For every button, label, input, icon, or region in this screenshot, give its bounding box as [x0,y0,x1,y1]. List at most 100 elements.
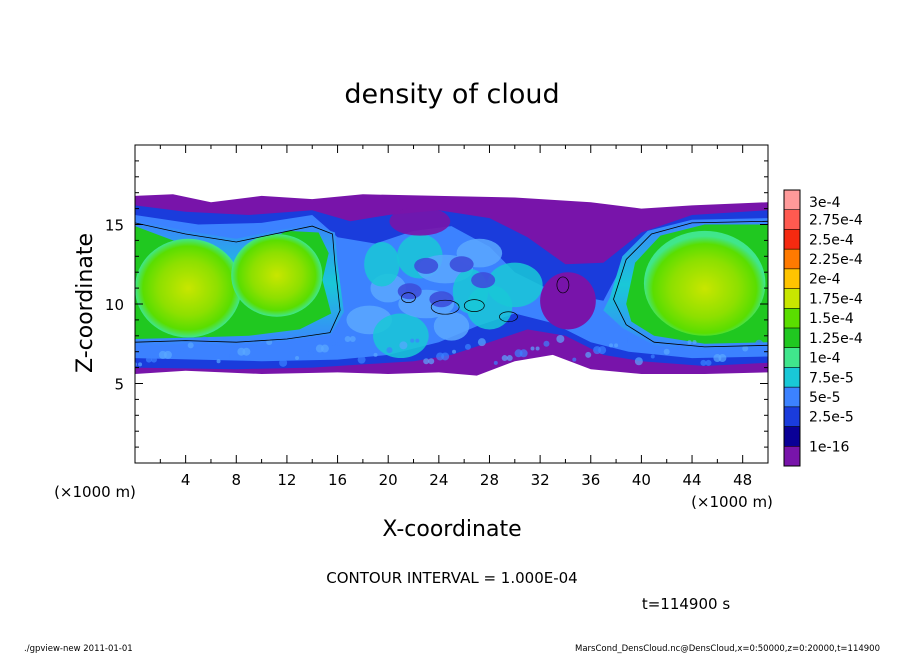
base-speckle [216,359,221,364]
base-speckle [373,352,378,357]
base-speckle [464,343,471,350]
y-axis-ticks: 5 10 15 [105,160,768,448]
density-core-left-b [231,234,323,317]
chart-title: density of cloud [344,79,559,110]
contour-interval-text: CONTOUR INTERVAL = 1.000E-04 [326,569,577,587]
base-speckle [530,346,535,351]
contour-line-left [135,222,341,343]
base-speckle [229,353,236,360]
colorbar-swatch [784,426,800,447]
turbulent-cell [364,241,400,287]
base-speckle [572,357,577,362]
footer-right: MarsCond_DensCloud.nc@DensCloud,x=0:5000… [575,644,880,654]
x-axis-ticks: 4 8 12 16 20 24 28 32 36 40 44 48 [159,145,752,489]
colorbar-label: 1e-4 [809,351,841,367]
colorbar-label: 1.5e-4 [809,311,854,327]
x-axis-label: X-coordinate [382,517,521,542]
base-speckle [344,335,351,342]
base-speckle [477,338,486,347]
base-speckle [692,340,697,345]
turbulent-cell [373,313,429,359]
colorbar-swatch [784,308,800,329]
colorbar-swatch [784,268,800,290]
contour-loop [463,299,485,312]
base-speckle [163,350,172,359]
base-speckle [729,351,734,356]
low-density-pocket [471,272,496,289]
base-speckle [145,356,152,363]
low-density-pocket [397,283,422,300]
colorbar: 3e-4 2.75e-4 2.5e-4 2.25e-4 2e-4 1.75e-4 1.5e-… [783,189,863,467]
turbulent-cell [433,311,470,341]
x-tick-label: 4 [181,471,191,489]
base-speckle [386,347,393,354]
base-speckle [320,344,329,353]
colorbar-label: 3e-4 [809,195,841,211]
base-speckle [399,341,408,350]
base-speckle [493,360,498,365]
density-core-left-a [135,238,242,338]
base-speckle [423,358,430,365]
base-speckle [179,348,184,353]
y-tick-label: 10 [105,296,124,314]
purple-gap-top [389,207,451,236]
base-speckle [755,339,764,348]
base-speckle [506,355,513,362]
base-speckle [663,348,670,355]
x-tick-label: 16 [328,471,347,489]
colorbar-swatch [784,328,800,349]
colorbar-swatch [784,190,800,211]
contour-loop [499,311,518,323]
x-tick-label: 32 [531,471,550,489]
purple-gap [540,272,596,330]
base-speckle [501,355,508,362]
colorbar-label: 2e-4 [809,272,841,288]
base-speckle [349,335,356,342]
colorbar-label: 1.75e-4 [809,291,863,307]
x-tick-label: 44 [682,471,701,489]
base-speckle [627,337,634,344]
base-speckle [138,362,143,367]
base-speckle [585,351,592,358]
x-tick-label: 48 [733,471,752,489]
contour-loop [430,299,460,315]
base-speckle [718,354,727,363]
base-speckle [331,341,336,346]
colorbar-label: 2.5e-4 [809,232,854,248]
base-speckle [307,350,314,357]
base-speckle [295,356,300,361]
colorbar-swatch [784,249,800,270]
y-axis-label: Z-coordinate [73,233,98,373]
base-speckle [742,345,749,352]
base-speckle [700,359,707,366]
base-speckle [705,359,712,366]
colorbar-swatch [784,387,800,408]
base-speckle [410,338,415,343]
base-speckle [687,340,692,345]
x-tick-label: 24 [429,471,448,489]
colorbar-swatch [784,406,800,428]
contour-loop [401,292,416,303]
density-core-right [643,230,766,336]
contour-line-right [613,220,768,348]
base-speckle [336,341,341,346]
low-density-pocket [414,257,439,274]
colorbar-label: 1.25e-4 [809,331,863,347]
colorbar-swatch [784,209,800,230]
colorbar-swatch [784,288,800,309]
base-speckle [650,354,655,359]
colorbar-swatch [784,347,800,368]
z-unit-label: (×1000 m) [54,483,136,501]
x-tick-label: 20 [379,471,398,489]
base-speckle [279,358,288,367]
base-speckle [242,347,251,356]
base-speckle [187,342,194,349]
low-density-pocket [449,256,474,273]
base-speckle [428,358,435,365]
base-speckle [200,336,209,345]
y-tick-label: 5 [114,376,124,394]
base-speckle [598,346,607,355]
colorbar-label: 2.5e-5 [809,410,854,426]
colorbar-label: 2.25e-4 [809,252,863,268]
